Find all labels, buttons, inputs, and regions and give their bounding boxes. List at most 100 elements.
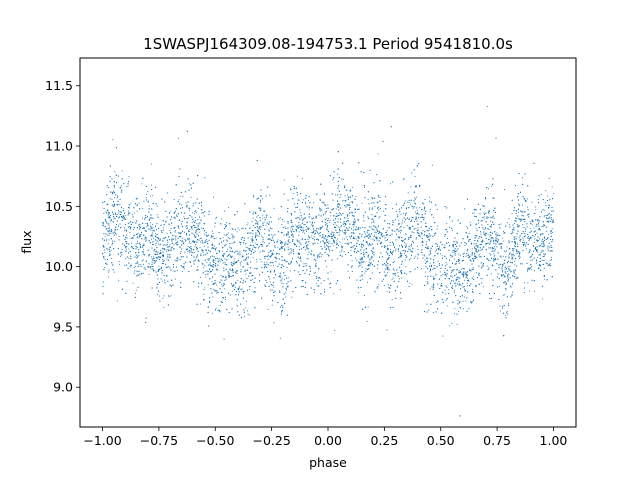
data-point	[142, 248, 145, 250]
data-point	[195, 257, 197, 259]
data-point	[126, 248, 128, 250]
data-point	[228, 206, 230, 208]
data-point	[481, 266, 483, 268]
data-point	[508, 255, 510, 257]
data-point	[273, 322, 275, 324]
data-point	[136, 262, 138, 264]
data-point	[311, 235, 313, 237]
data-point	[233, 258, 235, 260]
data-point	[483, 214, 486, 216]
data-point	[420, 226, 422, 228]
data-point	[205, 274, 207, 276]
data-point	[125, 258, 127, 260]
data-point	[506, 312, 508, 314]
data-point	[179, 252, 182, 254]
data-point	[267, 245, 269, 247]
data-point	[400, 253, 402, 255]
data-point	[200, 219, 202, 221]
data-point	[530, 256, 532, 258]
data-point	[304, 232, 306, 234]
data-point	[374, 206, 376, 208]
data-point	[242, 292, 244, 294]
data-point	[371, 222, 373, 224]
data-point	[192, 228, 194, 230]
data-point	[429, 288, 431, 290]
data-point	[352, 186, 354, 189]
data-point	[326, 227, 328, 229]
data-point	[534, 219, 536, 221]
data-point	[124, 229, 126, 231]
data-point	[338, 214, 340, 216]
data-point	[254, 287, 256, 289]
data-point	[452, 251, 454, 253]
data-point	[281, 243, 283, 245]
data-point	[167, 266, 169, 268]
data-point	[411, 240, 413, 243]
data-point	[291, 225, 293, 227]
data-point	[537, 240, 539, 242]
data-point	[414, 176, 416, 178]
data-point	[346, 220, 348, 222]
data-point	[194, 225, 196, 227]
data-point	[545, 190, 547, 192]
data-point	[372, 260, 374, 262]
data-point	[531, 224, 533, 226]
data-point	[214, 259, 216, 261]
data-point	[327, 247, 329, 249]
data-point	[279, 276, 281, 278]
data-point	[463, 296, 466, 298]
data-point	[452, 276, 454, 278]
data-point	[162, 297, 164, 299]
data-point	[205, 232, 207, 234]
data-point	[334, 329, 336, 332]
data-point	[481, 278, 483, 280]
data-point	[468, 307, 470, 309]
data-point	[340, 225, 343, 227]
data-point	[534, 238, 536, 240]
data-point	[329, 221, 331, 224]
data-point	[444, 235, 446, 237]
data-point	[350, 211, 352, 213]
data-point	[136, 242, 139, 245]
data-point	[352, 232, 354, 234]
data-point	[415, 255, 417, 257]
data-point	[118, 280, 120, 282]
data-point	[151, 217, 153, 219]
data-point	[201, 237, 203, 239]
data-point	[107, 243, 109, 245]
data-point	[232, 235, 234, 237]
data-point	[512, 250, 514, 252]
data-point	[204, 177, 206, 179]
data-point	[420, 231, 422, 233]
data-point	[233, 262, 235, 264]
data-point	[142, 264, 144, 266]
data-point	[431, 164, 433, 166]
data-point	[341, 248, 343, 250]
data-point	[414, 211, 417, 213]
data-point	[391, 299, 393, 301]
data-point	[138, 237, 140, 239]
data-point	[549, 250, 551, 252]
data-point	[456, 323, 458, 325]
data-point	[245, 300, 248, 302]
data-point	[333, 293, 335, 295]
data-point	[207, 284, 209, 286]
data-point	[337, 226, 339, 228]
data-point	[475, 235, 477, 237]
data-point	[466, 272, 468, 274]
data-point	[523, 282, 525, 284]
data-point	[513, 242, 516, 244]
data-point	[135, 243, 137, 245]
data-point	[347, 243, 349, 245]
data-point	[534, 246, 537, 248]
data-point	[526, 270, 529, 272]
data-point	[493, 256, 495, 258]
data-point	[232, 270, 234, 272]
data-point	[367, 306, 369, 308]
data-point	[478, 222, 480, 224]
data-point	[403, 221, 406, 223]
data-point	[183, 268, 185, 270]
data-point	[465, 225, 467, 227]
data-point	[526, 269, 529, 271]
